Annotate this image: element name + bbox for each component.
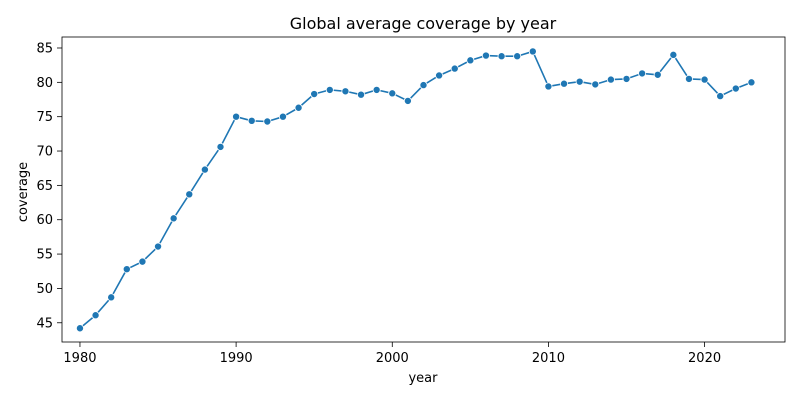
x-tick-label: 1990: [220, 351, 253, 366]
data-point: [263, 117, 272, 126]
x-tick-label: 2000: [376, 351, 409, 366]
data-point: [278, 112, 287, 121]
data-point: [185, 190, 194, 199]
axes-frame: [61, 36, 786, 343]
data-point: [669, 50, 678, 59]
data-point: [372, 85, 381, 94]
data-point: [591, 80, 600, 89]
data-point: [731, 84, 740, 93]
data-point: [310, 90, 319, 99]
data-point: [450, 64, 459, 73]
y-tick-label: 75: [36, 110, 53, 125]
y-tick-label: 60: [36, 213, 53, 228]
data-point: [200, 165, 209, 174]
y-axis-label: coverage: [16, 162, 31, 222]
series-line: [79, 50, 752, 329]
data-point: [154, 242, 163, 251]
data-point: [466, 56, 475, 65]
data-point: [325, 85, 334, 94]
data-point: [747, 78, 756, 87]
y-tick-label: 45: [36, 316, 53, 331]
data-point: [169, 214, 178, 223]
data-point: [357, 90, 366, 99]
data-point: [388, 89, 397, 98]
data-point: [513, 52, 522, 61]
chart-title: Global average coverage by year: [290, 14, 557, 33]
data-point: [435, 71, 444, 80]
data-point: [638, 69, 647, 78]
data-point: [700, 75, 709, 84]
plot-area: 1980 1990 2000 2010 2020 45 50 55 60 65 70 75 80 85: [36, 36, 786, 366]
x-axis-label: year: [408, 371, 438, 386]
data-point: [528, 47, 537, 56]
y-tick-label: 65: [36, 179, 53, 194]
data-point: [341, 87, 350, 96]
data-point: [403, 96, 412, 105]
data-point: [419, 81, 428, 90]
data-point: [481, 51, 490, 60]
data-point: [716, 92, 725, 101]
data-point: [107, 293, 116, 302]
data-point: [75, 324, 84, 333]
y-tick-label: 55: [36, 248, 53, 263]
data-point: [216, 142, 225, 151]
y-tick-label: 70: [36, 145, 53, 160]
data-point: [497, 52, 506, 61]
x-tick-label: 2010: [532, 351, 565, 366]
data-point: [622, 74, 631, 83]
data-point: [606, 75, 615, 84]
data-point: [232, 112, 241, 121]
data-point: [575, 77, 584, 86]
data-point: [544, 82, 553, 91]
data-point: [684, 74, 693, 83]
data-point: [138, 257, 147, 266]
x-tick-label: 2020: [688, 351, 721, 366]
x-tick-label: 1980: [63, 351, 96, 366]
data-point: [247, 116, 256, 125]
data-point: [294, 103, 303, 112]
data-point: [560, 79, 569, 88]
y-tick-label: 50: [36, 282, 53, 297]
data-point: [653, 70, 662, 79]
data-point: [91, 311, 100, 320]
data-point: [122, 265, 131, 274]
y-tick-label: 80: [36, 76, 53, 91]
y-tick-label: 85: [36, 41, 53, 56]
